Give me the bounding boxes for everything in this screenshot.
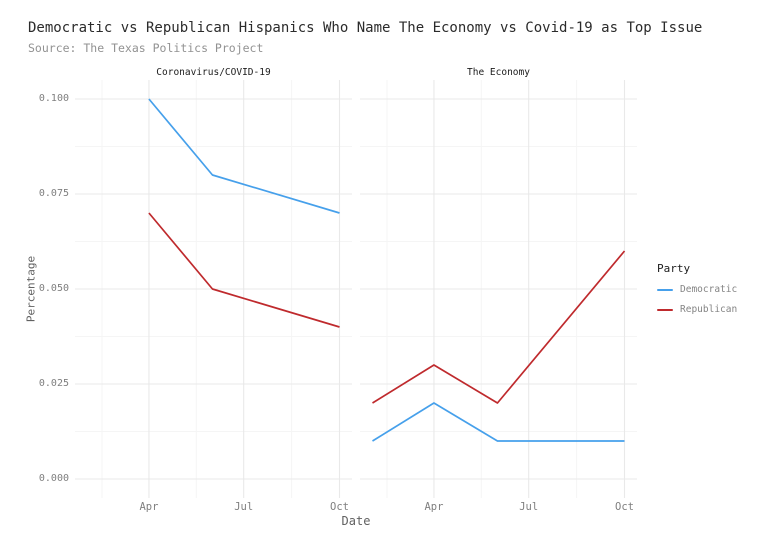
y-tick-label: 0.075 — [38, 188, 69, 199]
x-tick-label: Apr — [139, 501, 159, 513]
page-subtitle: Source: The Texas Politics Project — [28, 41, 264, 55]
y-tick-label: 0.025 — [38, 378, 69, 389]
series-line-republican — [148, 212, 340, 328]
legend: Party Democratic Republican — [657, 262, 737, 315]
x-tick-label: Jul — [234, 501, 254, 513]
legend-item-label: Republican — [680, 304, 738, 315]
x-tick-label: Oct — [615, 501, 634, 513]
legend-item-label: Democratic — [680, 284, 738, 295]
y-tick-label: 0.050 — [38, 283, 69, 294]
legend-key-line-democratic — [657, 288, 673, 291]
facet-strip-covid: Coronavirus/COVID-19 — [156, 67, 271, 78]
facet-strip-economy: The Economy — [467, 67, 530, 78]
series-line-democratic — [148, 98, 340, 214]
legend-key-line-republican — [657, 308, 673, 311]
x-tick-label: Jul — [519, 501, 539, 513]
legend-item-democratic: Democratic — [657, 284, 737, 295]
x-tick-label: Apr — [424, 501, 444, 513]
y-tick-label: 0.000 — [38, 473, 69, 484]
series-line-republican — [372, 250, 626, 404]
y-tick-label: 0.100 — [38, 93, 69, 104]
x-tick-label: Oct — [330, 501, 349, 513]
legend-title: Party — [657, 262, 691, 275]
x-axis-title: Date — [341, 514, 371, 528]
page-title: Democratic vs Republican Hispanics Who N… — [28, 20, 703, 36]
series-line-democratic — [372, 402, 625, 442]
legend-item-republican: Republican — [657, 304, 737, 315]
